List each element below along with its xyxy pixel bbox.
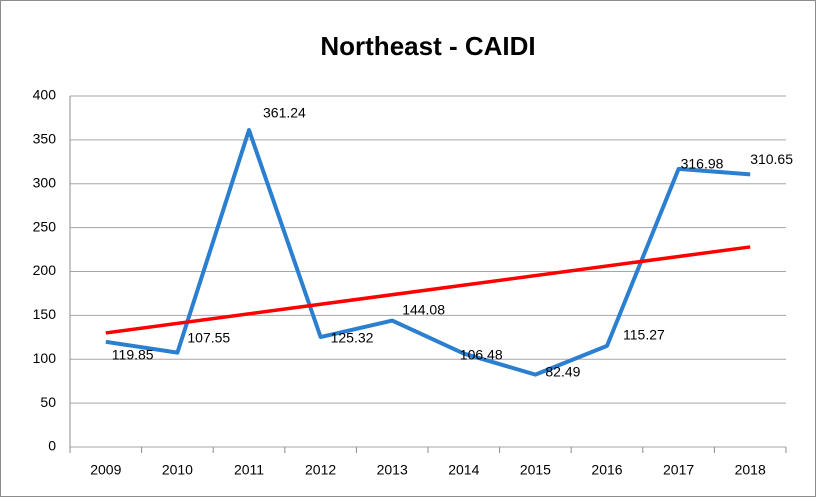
data-label: 310.65 — [750, 151, 793, 167]
y-tick-label: 400 — [33, 87, 57, 103]
trend-line — [105, 245, 751, 335]
x-tick-label: 2011 — [234, 462, 264, 478]
data-label: 107.55 — [187, 329, 230, 345]
x-tick-label: 2016 — [591, 462, 622, 478]
y-tick-label: 200 — [33, 262, 57, 278]
x-tick-label: 2012 — [305, 462, 336, 478]
data-line — [105, 128, 751, 377]
data-label: 82.49 — [545, 363, 580, 379]
data-label: 125.32 — [331, 330, 374, 346]
data-label: 144.08 — [402, 301, 445, 317]
x-tick-label: 2017 — [663, 462, 694, 478]
chart-title: Northeast - CAIDI — [320, 31, 535, 61]
data-label: 115.27 — [623, 327, 665, 343]
x-tick-label: 2009 — [90, 462, 121, 478]
data-label: 316.98 — [681, 156, 724, 172]
y-tick-label: 100 — [33, 350, 57, 366]
y-tick-label: 300 — [33, 174, 57, 190]
y-tick-label: 350 — [33, 131, 57, 147]
x-tick-label: 2018 — [735, 462, 766, 478]
x-tick-label: 2014 — [448, 462, 479, 478]
data-label: 119.85 — [112, 347, 154, 363]
y-tick-label: 0 — [48, 438, 56, 454]
data-label: 361.24 — [263, 105, 306, 121]
y-tick-label: 250 — [33, 218, 57, 234]
x-tick-label: 2015 — [520, 462, 551, 478]
x-tick-label: 2010 — [162, 462, 193, 478]
data-label: 106.48 — [460, 346, 503, 362]
y-tick-label: 150 — [33, 306, 57, 322]
y-tick-label: 50 — [40, 394, 56, 410]
x-tick-label: 2013 — [377, 462, 408, 478]
